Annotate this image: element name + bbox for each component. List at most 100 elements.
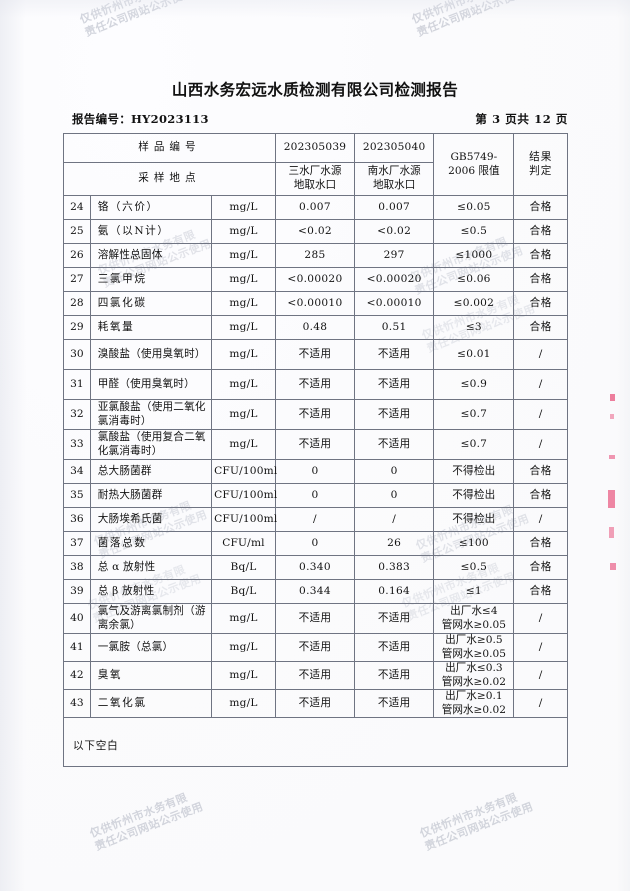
page-title: 山西水务宏远水质检测有限公司检测报告 <box>171 81 459 99</box>
row-name: 三氯甲烷 <box>89 267 213 292</box>
table-row: 29 耗氧量 mg/L 0.48 0.51 ≤3 合格 <box>63 315 568 340</box>
row-sample1-value: <0.00010 <box>274 291 356 316</box>
row-unit: Bq/L <box>211 555 276 580</box>
row-result: / <box>513 632 568 663</box>
watermark-line2: 责任公司网站公示使用 <box>415 0 528 40</box>
row-result: 合格 <box>513 459 568 484</box>
row-sample2-value: 不适用 <box>354 632 435 663</box>
row-sample2-value: <0.02 <box>354 219 435 244</box>
row-limit: ≤100 <box>433 531 515 556</box>
row-number: 33 <box>63 429 91 460</box>
watermark-bottom-left: 仅供忻州市水务有限 责任公司网站公示使用 <box>88 787 205 854</box>
row-sample1-value: 0.48 <box>274 315 356 340</box>
row-name: 亚氯酸盐（使用二氧化氯消毒时） <box>89 399 213 430</box>
row-limit: 出厂水≥0.5 管网水≥0.05 <box>433 632 515 663</box>
row-limit: ≤0.01 <box>433 339 515 370</box>
table-row: 37 菌落总数 CFU/ml 0 26 ≤100 合格 <box>63 531 568 556</box>
row-sample2-value: 不适用 <box>354 689 435 719</box>
row-sample1-value: 285 <box>274 243 356 268</box>
row-limit-line2: 管网水≥0.02 <box>441 703 506 716</box>
row-unit: mg/L <box>211 315 276 340</box>
header-sample-no: 样品编号 <box>63 133 276 163</box>
row-sample1-value: 不适用 <box>274 339 356 370</box>
row-limit: ≤1 <box>433 579 515 604</box>
row-limit: 不得检出 <box>433 507 515 532</box>
scan-artifact <box>610 563 616 570</box>
row-name: 耗氧量 <box>89 315 213 340</box>
results-table: 样品编号 202305039 202305040 GB5749- 2006 限值… <box>63 133 568 768</box>
watermark-top-left: 仅供忻州市水务有限 责任公司网站公示使用 <box>78 0 195 40</box>
row-sample1-value: 不适用 <box>274 661 356 691</box>
row-result: 合格 <box>513 195 568 220</box>
row-sample1-value: 0 <box>274 459 356 484</box>
header-sample1-site-line2: 地取水口 <box>293 179 337 191</box>
row-unit: mg/L <box>211 603 276 634</box>
row-limit: ≤0.7 <box>433 429 515 460</box>
row-result: / <box>513 429 568 460</box>
row-limit: 出厂水≥0.1 管网水≥0.02 <box>433 689 515 719</box>
row-unit: CFU/ml <box>211 531 276 556</box>
watermark-line1: 仅供忻州市水务有限 <box>78 0 180 27</box>
blank-note-text: 以下空白 <box>73 740 119 752</box>
watermark-top-right: 仅供忻州市水务有限 责任公司网站公示使用 <box>410 0 527 40</box>
row-number: 26 <box>63 243 91 268</box>
row-number: 25 <box>63 219 91 244</box>
row-unit: mg/L <box>211 291 276 316</box>
report-number: 报告编号：HY2023113 <box>72 112 209 126</box>
table-row: 43 二氧化氯 mg/L 不适用 不适用 出厂水≥0.1 管网水≥0.02/ <box>63 689 568 719</box>
watermark-bottom-right: 仅供忻州市水务有限 责任公司网站公示使用 <box>418 787 535 854</box>
row-number: 34 <box>63 459 91 484</box>
row-result: / <box>513 369 568 400</box>
row-sample2-value: 0 <box>354 459 435 484</box>
table-row: 30 溴酸盐（使用臭氧时） mg/L 不适用 不适用 ≤0.01/ <box>63 339 568 370</box>
header-sample2-site-line2: 地取水口 <box>372 179 416 191</box>
row-number: 38 <box>63 555 91 580</box>
header-standard-line2: 2006 限值 <box>448 164 500 177</box>
row-limit: ≤0.9 <box>433 369 515 400</box>
row-unit: mg/L <box>211 339 276 370</box>
table-row: 32 亚氯酸盐（使用二氧化氯消毒时） mg/L 不适用 不适用 ≤0.7/ <box>63 399 568 430</box>
row-result: 合格 <box>513 531 568 556</box>
header-sample-site: 采样地点 <box>63 162 276 196</box>
table-row: 24 铬（六价） mg/L 0.007 0.007 ≤0.05 合格 <box>63 195 568 220</box>
row-number: 40 <box>63 603 91 634</box>
row-result: / <box>513 689 568 719</box>
row-number: 29 <box>63 315 91 340</box>
row-name: 四氯化碳 <box>89 291 213 316</box>
header-result: 结果 判定 <box>513 133 568 196</box>
row-limit-line2: 管网水≥0.05 <box>441 647 506 660</box>
row-result: 合格 <box>513 267 568 292</box>
row-sample1-value: 不适用 <box>274 603 356 634</box>
row-number: 37 <box>63 531 91 556</box>
table-row: 35 耐热大肠菌群 CFU/100ml 0 0 不得检出 合格 <box>63 483 568 508</box>
row-result: 合格 <box>513 315 568 340</box>
page-number: 第 3 页共 12 页 <box>475 112 568 126</box>
row-sample2-value: 不适用 <box>354 339 435 370</box>
header-standard-line1: GB5749- <box>450 150 498 163</box>
row-sample1-value: 0 <box>274 531 356 556</box>
table-row: 27 三氯甲烷 mg/L <0.00020 <0.00020 ≤0.06 合格 <box>63 267 568 292</box>
row-sample1-value: 0.007 <box>274 195 356 220</box>
row-unit: mg/L <box>211 661 276 691</box>
row-limit: ≤0.5 <box>433 555 515 580</box>
row-result: / <box>513 507 568 532</box>
watermark-line1: 仅供忻州市水务有限 <box>410 0 512 27</box>
row-limit: 不得检出 <box>433 459 515 484</box>
header-standard: GB5749- 2006 限值 <box>433 133 515 196</box>
table-row: 36 大肠埃希氏菌 CFU/100ml / / 不得检出 / <box>63 507 568 532</box>
table-row: 31 甲醛（使用臭氧时） mg/L 不适用 不适用 ≤0.9/ <box>63 369 568 400</box>
row-sample2-value: 不适用 <box>354 399 435 430</box>
row-name: 总 β 放射性 <box>89 579 213 604</box>
row-sample2-value: 0.007 <box>354 195 435 220</box>
row-unit: CFU/100ml <box>211 507 277 532</box>
row-sample2-value: 不适用 <box>354 369 435 400</box>
row-limit: ≤3 <box>433 315 515 340</box>
row-result: / <box>513 603 568 634</box>
row-result: 合格 <box>513 219 568 244</box>
row-sample2-value: 不适用 <box>354 603 435 634</box>
row-result: 合格 <box>513 483 568 508</box>
row-limit: ≤0.06 <box>433 267 515 292</box>
watermark-line1: 仅供忻州市水务有限 <box>418 790 520 841</box>
header-result-line1: 结果 <box>529 150 553 163</box>
row-name: 氨（以N计） <box>89 219 213 244</box>
